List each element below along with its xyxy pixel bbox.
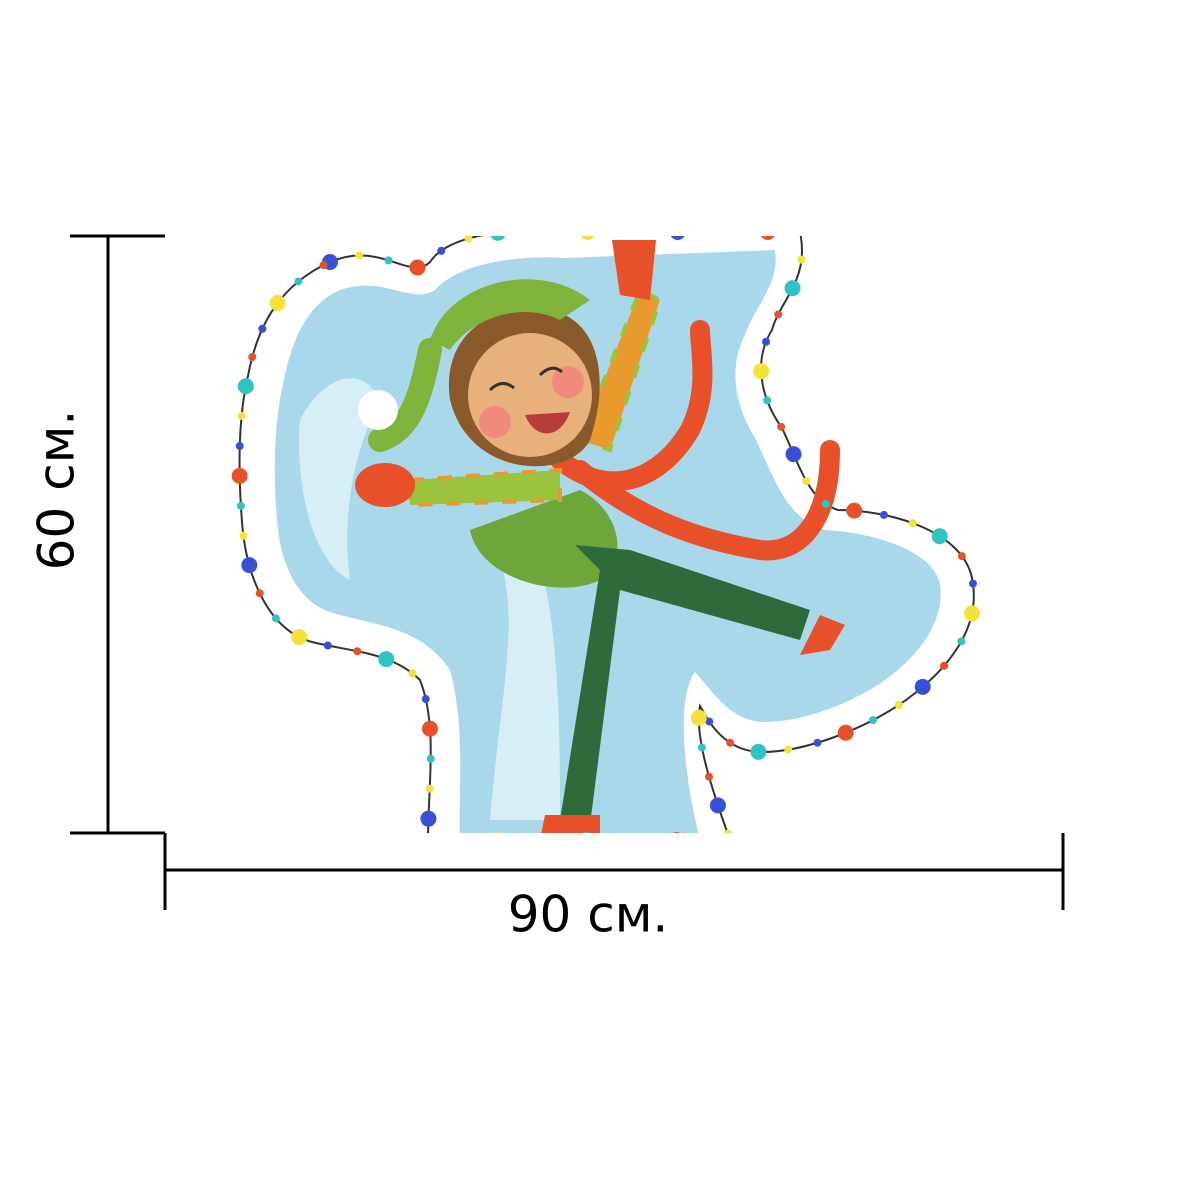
- light-bulb: [319, 261, 328, 270]
- light-bulb: [797, 255, 806, 264]
- light-bulb: [580, 236, 595, 240]
- light-bulb: [750, 743, 767, 760]
- light-bulb: [384, 256, 393, 265]
- light-bulb: [255, 589, 264, 598]
- light-bulb: [777, 422, 786, 431]
- light-bulb: [703, 836, 711, 844]
- light-bulb: [421, 720, 438, 737]
- light-bulb: [426, 754, 435, 763]
- light-bulb: [553, 836, 561, 844]
- light-bulb: [672, 832, 681, 833]
- light-bulb: [763, 396, 772, 405]
- light-bulb: [425, 784, 434, 793]
- light-bulb: [813, 738, 822, 747]
- light-bulb: [968, 579, 977, 588]
- light-bulb: [323, 641, 332, 650]
- illustration: [231, 227, 980, 844]
- light-bulb: [709, 797, 726, 814]
- light-bulb: [355, 251, 364, 260]
- light-bulb: [802, 477, 811, 486]
- light-bulb: [762, 337, 771, 346]
- light-bulb: [726, 738, 735, 747]
- light-bulb: [705, 717, 714, 726]
- light-bulb: [643, 836, 651, 844]
- light-bulb: [236, 501, 245, 510]
- light-bulb: [523, 836, 531, 844]
- light-bulb: [408, 669, 417, 678]
- light-bulb: [774, 310, 783, 319]
- light-bulb: [258, 324, 267, 333]
- width-label: 90 см.: [508, 886, 669, 944]
- light-bulb: [914, 678, 931, 695]
- light-bulb: [613, 836, 621, 844]
- light-bulb: [957, 637, 966, 646]
- light-bulb: [704, 228, 712, 236]
- light-bulb: [734, 228, 742, 236]
- light-bulb: [931, 528, 948, 545]
- light-bulb: [239, 531, 248, 540]
- height-label: 60 см.: [28, 410, 86, 571]
- light-bulb: [784, 745, 793, 754]
- light-bulb: [785, 446, 802, 463]
- light-bulb: [760, 236, 775, 240]
- light-bulb: [237, 378, 254, 395]
- light-bulb: [420, 810, 437, 827]
- light-bulb: [894, 700, 903, 709]
- light-bulb: [269, 295, 286, 312]
- light-bulb: [492, 832, 501, 833]
- light-bulb: [784, 280, 801, 297]
- elf: [355, 240, 845, 833]
- scarf: [550, 320, 840, 561]
- light-bulb: [437, 246, 446, 255]
- light-bulb: [582, 832, 591, 833]
- light-bulb: [433, 836, 441, 844]
- light-bulb: [697, 743, 706, 752]
- light-bulb: [723, 829, 732, 833]
- light-bulb: [378, 651, 395, 668]
- light-bulb: [241, 557, 258, 574]
- snow-shadow: [299, 378, 560, 820]
- light-bulb: [846, 502, 863, 519]
- light-bulb: [231, 467, 248, 484]
- light-bulb: [421, 695, 430, 704]
- light-bulb: [554, 228, 562, 236]
- light-bulb: [614, 228, 622, 236]
- light-bulb: [908, 519, 917, 528]
- light-bulb: [237, 411, 246, 420]
- light-bulb: [868, 716, 877, 725]
- light-bulb: [957, 552, 966, 561]
- light-bulb: [271, 614, 280, 623]
- light-bulb: [235, 441, 244, 450]
- light-bulb: [248, 352, 257, 361]
- light-bulb: [753, 363, 770, 380]
- light-bulb: [490, 236, 506, 241]
- light-bulb: [464, 236, 473, 243]
- light-bulb: [409, 259, 426, 276]
- light-garland: [231, 227, 980, 844]
- light-bulb: [353, 647, 362, 656]
- light-bulb: [705, 772, 714, 781]
- light-bulb: [794, 228, 802, 236]
- light-bulb: [940, 661, 949, 670]
- light-bulb: [524, 227, 532, 235]
- light-bulb: [963, 605, 980, 622]
- light-bulb: [463, 836, 471, 844]
- light-bulb: [690, 709, 707, 726]
- light-bulb: [879, 510, 888, 519]
- light-bulb: [837, 724, 854, 741]
- light-bulb: [294, 277, 303, 286]
- light-bulb: [644, 228, 652, 236]
- light-bulb: [821, 499, 830, 508]
- light-bulb: [670, 236, 685, 240]
- light-bulb: [291, 629, 308, 646]
